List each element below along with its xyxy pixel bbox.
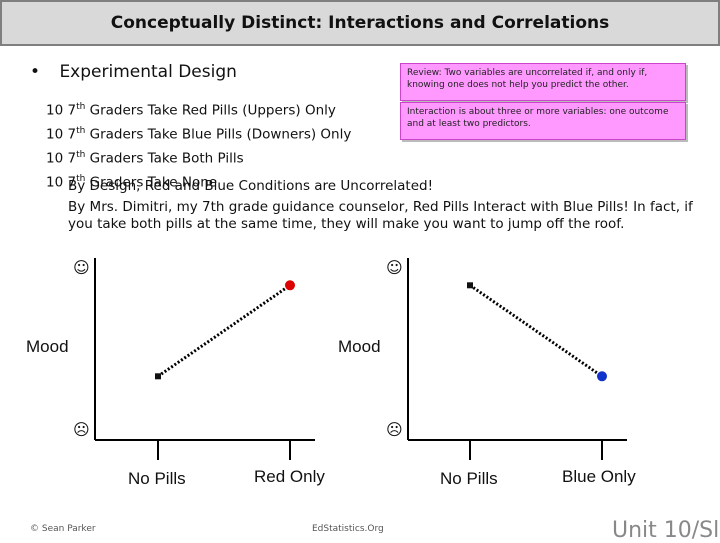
data-point-red-only [285,280,295,291]
note-uncorrelated: By Design, Red and Blue Conditions are U… [68,178,433,194]
bullet-text: Experimental Design [59,62,237,82]
bullet-icon: • [30,62,41,82]
data-point-no-pills [467,282,473,289]
series-line [469,284,603,378]
data-point-blue-only [597,371,607,382]
smiley-face-icon: ☺ [73,258,90,277]
x-tick-label: No Pills [128,469,186,488]
design-list: 10 7th Graders Take Red Pills (Uppers) O… [46,97,351,193]
data-point-no-pills [155,373,161,380]
footer-slide-number: Unit 10/Slide [612,518,720,543]
bullet-heading: • Experimental Design [30,62,237,82]
design-line: 10 7th Graders Take Both Pills [46,150,244,167]
footer-copyright: © Sean Parker [30,524,96,534]
x-tick-label: Blue Only [562,467,636,486]
design-line: 10 7th Graders Take Blue Pills (Downers)… [46,126,352,143]
series-line [157,284,291,378]
note-interaction: By Mrs. Dimitri, my 7th grade guidance c… [68,199,693,232]
callout-uncorrelated: Review: Two variables are uncorrelated i… [400,63,686,101]
y-axis-label-mood: Mood [26,337,69,356]
y-axis-label-mood: Mood [338,337,381,356]
sad-face-icon: ☹ [73,420,90,439]
x-tick-label: No Pills [440,469,498,488]
smiley-face-icon: ☺ [386,258,403,277]
slide-title: Conceptually Distinct: Interactions and … [110,13,610,33]
x-tick-label: Red Only [254,467,325,486]
design-line: 10 7th Graders Take None [46,174,218,191]
footer-site: EdStatistics.Org [312,524,384,534]
slide-title-bar: Conceptually Distinct: Interactions and … [0,0,720,46]
sad-face-icon: ☹ [386,420,403,439]
callout-interaction: Interaction is about three or more varia… [400,102,686,140]
design-line: 10 7th Graders Take Red Pills (Uppers) O… [46,102,336,119]
